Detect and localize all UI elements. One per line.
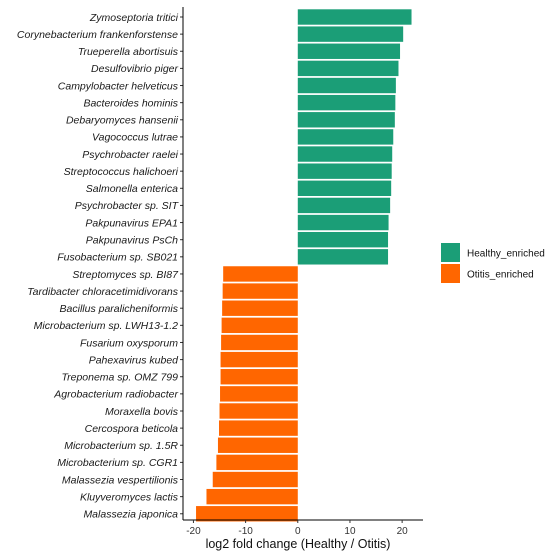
bar — [297, 60, 399, 77]
bars-layer — [196, 9, 412, 522]
y-tick-label: Streptomyces sp. BI87 — [72, 269, 179, 281]
bar — [297, 112, 395, 128]
bar — [222, 283, 298, 299]
bar — [221, 317, 298, 334]
bar — [216, 454, 298, 471]
x-tick-label: 20 — [397, 526, 409, 537]
y-tick-label: Malassezia vespertilionis — [62, 474, 179, 486]
y-tick-label: Tardibacter chloracetimidivorans — [27, 286, 179, 298]
x-tick-label: 0 — [295, 526, 301, 537]
y-tick-label: Psychrobacter sp. SIT — [75, 200, 180, 212]
bar — [297, 231, 389, 248]
x-axis-title: log2 fold change (Healthy / Otitis) — [206, 537, 391, 551]
bar — [220, 351, 298, 368]
bar — [220, 369, 298, 385]
y-tick-label: Trueperella abortisuis — [78, 46, 179, 58]
bar — [297, 197, 391, 214]
bar — [297, 77, 396, 94]
bar — [297, 94, 396, 111]
y-tick-labels: Zymoseptoria tritici Corynebacterium fran… — [17, 12, 183, 521]
y-tick-label: Fusobacterium sp. SB021 — [57, 252, 178, 264]
y-tick-label: Moraxella bovis — [105, 406, 179, 418]
y-tick-label: Zymoseptoria tritici — [89, 12, 179, 24]
bar — [220, 386, 298, 402]
legend-label-otitis: Otitis_enriched — [467, 270, 534, 281]
y-tick-label: Bacillus paralicheniformis — [60, 303, 179, 315]
y-tick-label: Salmonella enterica — [86, 183, 178, 195]
bar — [297, 26, 404, 42]
y-tick-label: Microbacterium sp. LWH13-1.2 — [34, 320, 178, 332]
bar — [297, 43, 401, 59]
legend-swatch-healthy — [441, 243, 460, 262]
bar — [297, 129, 394, 145]
y-tick-label: Pakpunavirus PsCh — [86, 234, 178, 246]
bar — [297, 180, 392, 196]
bar — [196, 506, 298, 522]
legend: Healthy_enriched Otitis_enriched — [441, 243, 545, 283]
y-tick-label: Microbacterium sp. 1.5R — [64, 440, 178, 452]
bar — [212, 471, 298, 488]
bar — [219, 403, 298, 419]
bar — [297, 146, 393, 162]
y-tick-label: Desulfovibrio piger — [91, 63, 178, 75]
bar — [222, 300, 298, 316]
y-tick-label: Treponema sp. OMZ 799 — [61, 372, 178, 384]
y-tick-label: Vagococcus lutrae — [92, 132, 178, 144]
legend-label-healthy: Healthy_enriched — [467, 249, 545, 260]
bar — [217, 437, 298, 453]
y-tick-label: Corynebacterium frankenforstense — [17, 29, 178, 41]
y-tick-label: Streptococcus halichoeri — [64, 166, 179, 178]
y-tick-label: Debaryomyces hansenii — [66, 115, 179, 127]
x-tick-label: -10 — [238, 526, 253, 537]
bar — [223, 266, 298, 282]
bar — [221, 334, 298, 351]
bar — [297, 214, 389, 231]
y-tick-label: Pakpunavirus EPA1 — [85, 217, 178, 229]
x-tick-label: -20 — [186, 526, 201, 537]
y-tick-label: Cercospora beticola — [85, 423, 179, 435]
x-tick-label: 10 — [344, 526, 356, 537]
y-tick-label: Malassezia japonica — [83, 509, 178, 521]
y-tick-label: Kluyveromyces lactis — [80, 491, 179, 503]
y-tick-label: Microbacterium sp. CGR1 — [57, 457, 178, 469]
legend-swatch-otitis — [441, 264, 460, 283]
bar — [297, 249, 389, 265]
y-tick-label: Bacteroides hominis — [83, 97, 178, 109]
y-tick-label: Campylobacter helveticus — [58, 80, 179, 92]
bar — [297, 163, 392, 179]
y-tick-label: Psychrobacter raelei — [82, 149, 178, 161]
y-tick-label: Pahexavirus kubed — [89, 354, 179, 366]
y-tick-label: Fusarium oxysporum — [80, 337, 178, 349]
bar — [297, 9, 412, 25]
bar — [219, 420, 298, 436]
y-tick-label: Agrobacterium radiobacter — [53, 389, 178, 401]
x-ticks: -20 -10 0 10 20 — [186, 520, 408, 537]
bar — [206, 488, 298, 505]
